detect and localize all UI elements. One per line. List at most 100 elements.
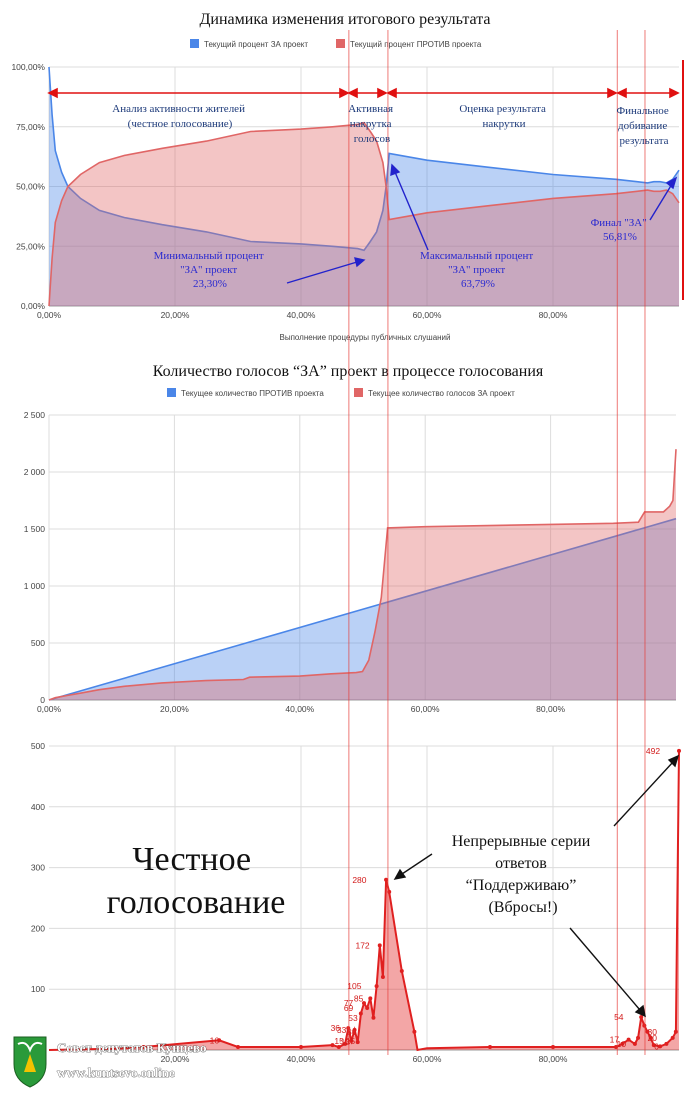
chart1-area-against xyxy=(49,122,679,306)
annotation-arrows-blue xyxy=(286,163,678,284)
chart1-grid xyxy=(48,66,679,307)
chart3-point xyxy=(648,1035,653,1040)
chart3-data-labels: 1636331513301577698553105172280541710302… xyxy=(210,746,661,1051)
chart3-data-label: 17 xyxy=(610,1035,620,1045)
chart3-x-tick: 20,00% xyxy=(161,1054,190,1064)
chart2-x-tick: 40,00% xyxy=(285,704,314,714)
chart3-y-tick: 100 xyxy=(31,984,45,994)
chart3-data-label: 33 xyxy=(337,1025,347,1035)
annotation-honest-voting-big: Честное голосование xyxy=(107,841,286,921)
chart2-y-tick: 1 500 xyxy=(24,524,46,534)
chart1-y-tick: 25,00% xyxy=(16,241,45,251)
chart1-legend-swatch-against xyxy=(336,39,345,48)
chart2-y-tick: 0 xyxy=(40,695,45,705)
chart3-point xyxy=(374,984,379,989)
chart3-point xyxy=(642,1023,647,1028)
annotation-arrows-black xyxy=(393,754,680,1018)
chart3-point xyxy=(632,1041,637,1046)
chart2-area-for xyxy=(49,449,676,700)
chart1-x-axis-label: Выполнение процедуры публичных слушаний xyxy=(279,333,450,342)
chart-vote-counts: Количество голосов “ЗА” проект в процесс… xyxy=(24,363,677,714)
chart3-point xyxy=(336,1044,341,1049)
chart3-point xyxy=(651,1043,656,1048)
chart3-point xyxy=(551,1044,555,1049)
chart3-data-label: 105 xyxy=(347,981,361,991)
tree-icon xyxy=(24,1054,36,1072)
chart3-point xyxy=(636,1035,641,1040)
chart3-data-label: 16 xyxy=(210,1035,220,1045)
chart2-line-for xyxy=(48,449,677,701)
chart1-x-tick: 0,00% xyxy=(37,310,62,320)
chart3-point xyxy=(330,1043,335,1048)
chart3-data-label: 10 xyxy=(617,1039,627,1049)
annotation-max-percent: Максимальный процент "ЗА" проект 63,79% xyxy=(420,250,536,290)
chart2-x-tick: 60,00% xyxy=(411,704,440,714)
chart3-point xyxy=(365,1006,370,1011)
chart3-point xyxy=(343,1041,348,1046)
chart3-data-label: 85 xyxy=(354,993,364,1003)
chart3-point xyxy=(358,1011,363,1016)
chart2-y-tick: 500 xyxy=(31,638,45,648)
chart3-point xyxy=(384,877,389,882)
chart1-legend-against: Текущий процент ПРОТИВ проекта xyxy=(350,40,482,49)
logo-url: www.kuntsevo.online xyxy=(57,1065,175,1080)
chart1-y-tick: 75,00% xyxy=(16,122,45,132)
chart3-point xyxy=(639,1015,644,1020)
chart3-point xyxy=(626,1037,631,1042)
chart2-y-tick: 1 000 xyxy=(24,581,46,591)
chart1-legend-for: Текущий процент ЗА проект xyxy=(204,40,308,49)
chart3-point xyxy=(371,1015,376,1020)
chart1-y-tick: 0,00% xyxy=(21,301,46,311)
chart3-point xyxy=(362,1001,366,1006)
chart1-title: Динамика изменения итогового результата xyxy=(199,11,490,28)
annotation-min-percent: Минимальный процент "ЗА" проект 23,30% xyxy=(154,250,267,290)
chart3-x-tick: 60,00% xyxy=(413,1054,442,1064)
chart-percent-dynamics: Динамика изменения итогового результата … xyxy=(11,11,680,342)
chart2-x-tick: 80,00% xyxy=(536,704,565,714)
chart1-x-tick: 40,00% xyxy=(287,310,316,320)
chart1-x-tick: 80,00% xyxy=(539,310,568,320)
chart2-legend-against: Текущее количество ПРОТИВ проекта xyxy=(181,389,324,398)
chart2-y-tick: 2 500 xyxy=(24,410,46,420)
chart2-legend-for: Текущее количество голосов ЗА проект xyxy=(368,389,515,398)
segment-arrows xyxy=(47,87,680,99)
chart3-data-label: 53 xyxy=(348,1013,358,1023)
council-logo: Совет депутатов Кунцево www.kuntsevo.onl… xyxy=(13,1036,207,1088)
chart3-data-label: 20 xyxy=(647,1033,657,1043)
annotation-final-for: Финал "ЗА" 56,81% xyxy=(591,217,650,243)
chart3-grid xyxy=(49,745,679,1051)
chart3-x-tick: 40,00% xyxy=(287,1054,316,1064)
chart3-point xyxy=(299,1044,303,1049)
chart1-y-tick: 100,00% xyxy=(11,62,45,72)
chart2-legend-swatch-for xyxy=(354,388,363,397)
chart3-point xyxy=(141,1044,146,1049)
chart1-x-tick: 60,00% xyxy=(413,310,442,320)
chart2-x-tick: 20,00% xyxy=(160,704,189,714)
chart3-point xyxy=(377,943,382,948)
chart3-data-label: 30 xyxy=(647,1027,657,1037)
chart2-legend-swatch-against xyxy=(167,388,176,397)
chart1-tick-labels: 0,00% 25,00% 50,00% 75,00% 100,00% 0,00% 20,00… xyxy=(11,62,567,320)
chart3-point xyxy=(488,1044,492,1049)
chart3-y-tick: 500 xyxy=(31,741,45,751)
chart3-point xyxy=(355,1040,360,1045)
chart3-point xyxy=(412,1029,417,1034)
chart3-annotations: Честное голосование Непрерывные серии от… xyxy=(107,754,680,1018)
chart3-point xyxy=(664,1041,669,1046)
chart3-data-label: 15 xyxy=(346,1036,356,1046)
chart2-title: Количество голосов “ЗА” проект в процесс… xyxy=(153,363,544,380)
chart3-point xyxy=(677,748,681,753)
chart3-point xyxy=(368,996,373,1001)
annotation-result-evaluation: Оценка результата накрутки xyxy=(459,103,548,130)
chart3-point xyxy=(673,1029,678,1034)
vertical-guide-lines xyxy=(348,30,684,1055)
chart3-data-label: 15 xyxy=(334,1036,344,1046)
chart3-point xyxy=(670,1035,675,1040)
chart3-data-label: 492 xyxy=(646,746,660,756)
chart3-point xyxy=(349,1038,354,1043)
chart3-point xyxy=(620,1041,625,1046)
chart3-x-tick: 80,00% xyxy=(539,1054,568,1064)
chart3-tick-labels: 100 200 300 400 500 20,00% 40,00% 60,00% 80,00% xyxy=(31,741,568,1064)
chart3-point xyxy=(217,1038,222,1043)
